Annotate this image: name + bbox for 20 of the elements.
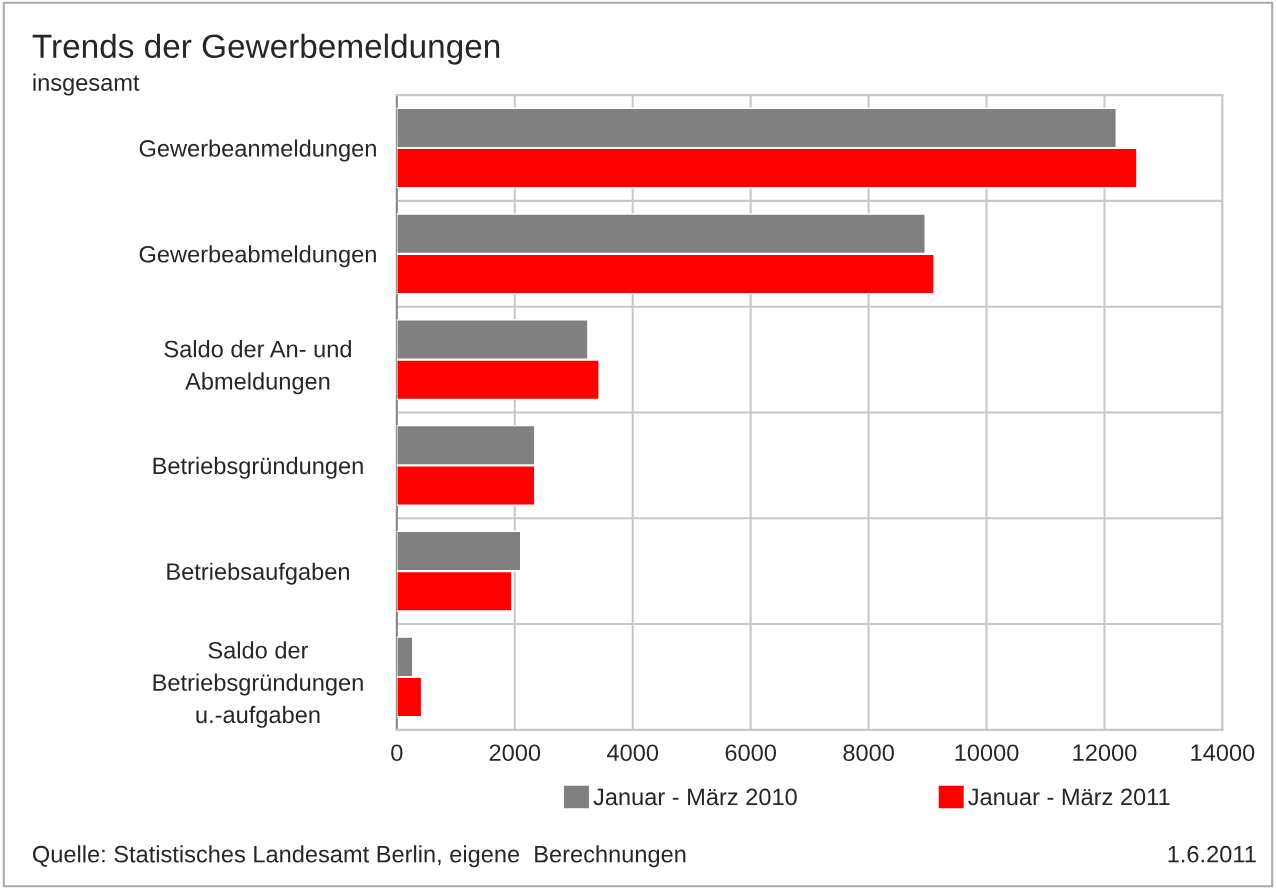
x-tick-label: 4000 [607, 744, 659, 762]
y-tick-label: Saldo der Betriebsgründungen u.-aufgaben [153, 641, 363, 728]
x-tick-label: 14000 [1191, 744, 1255, 762]
x-tick-label: 2000 [489, 744, 541, 762]
source-note: Quelle: Statistisches Landesamt Berlin, eigene Berechnungen [33, 845, 686, 868]
text: 1.6.2011 [1168, 845, 1256, 863]
legend-label: Januar - März 2010 [593, 788, 797, 806]
y-tick-label: Saldo der An- und Abmeldungen [164, 340, 351, 395]
x-tick-label: 6000 [725, 744, 776, 762]
text: insgesamt [33, 73, 140, 96]
x-tick-label: 12000 [1073, 744, 1137, 762]
x-tick-label: 0 [391, 744, 403, 762]
x-tick-label: 8000 [843, 744, 894, 762]
y-tick-label: Betriebsgründungen [153, 456, 363, 479]
y-tick-label: Betriebsaufgaben [167, 562, 349, 585]
legend-label: Januar - März 2011 [968, 788, 1170, 806]
y-tick-label: Gewerbeabmeldungen [139, 245, 376, 268]
y-tick-label: Gewerbeanmeldungen [139, 139, 376, 162]
chart-title: Trends der Gewerbemeldungen [32, 33, 500, 65]
x-tick-label: 10000 [955, 744, 1019, 762]
